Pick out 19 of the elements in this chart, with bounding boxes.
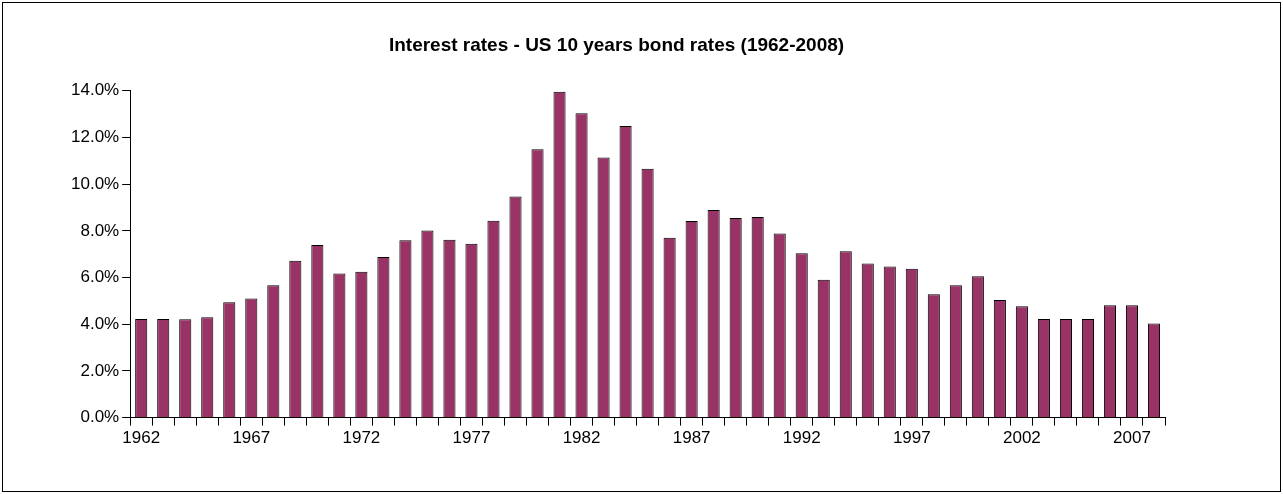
x-tick-label: 1977 bbox=[452, 428, 491, 448]
chart-title: Interest rates - US 10 years bond rates (1962-2008) bbox=[388, 33, 845, 55]
x-tick-label: 1992 bbox=[782, 428, 821, 448]
y-tick-label: 12.0% bbox=[71, 127, 120, 147]
y-tick-label: 4.0% bbox=[80, 313, 120, 333]
y-tick-label: 14.0% bbox=[71, 80, 120, 100]
x-tick-label: 2007 bbox=[1113, 428, 1151, 448]
y-tick-label: 6.0% bbox=[80, 267, 120, 287]
y-tick-label: 0.0% bbox=[80, 407, 120, 427]
x-tick-label: 1987 bbox=[672, 428, 711, 448]
x-tick-label: 1982 bbox=[562, 428, 601, 448]
y-tick-label: 10.0% bbox=[71, 173, 120, 193]
y-tick-label: 2.0% bbox=[80, 360, 120, 380]
x-tick-label: 1967 bbox=[232, 428, 271, 448]
x-tick-label: 2002 bbox=[1002, 428, 1041, 448]
x-tick-label: 1972 bbox=[342, 428, 381, 448]
y-tick-label: 8.0% bbox=[80, 220, 120, 240]
x-tick-label: 1962 bbox=[122, 428, 161, 448]
x-tick-label: 1997 bbox=[892, 428, 931, 448]
